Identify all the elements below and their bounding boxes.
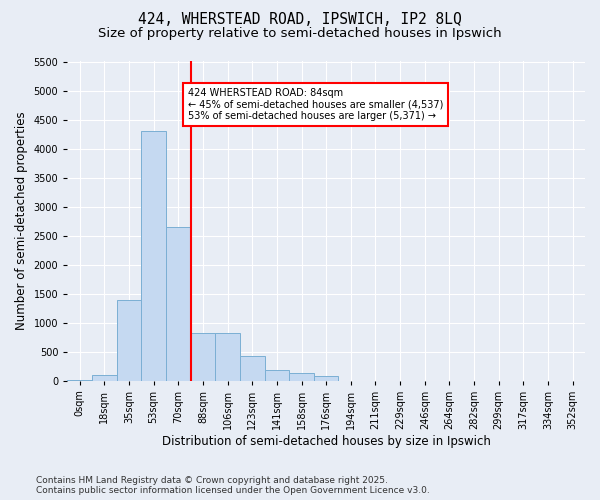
Text: 424, WHERSTEAD ROAD, IPSWICH, IP2 8LQ: 424, WHERSTEAD ROAD, IPSWICH, IP2 8LQ <box>138 12 462 28</box>
Bar <box>314 376 338 380</box>
Y-axis label: Number of semi-detached properties: Number of semi-detached properties <box>15 112 28 330</box>
Bar <box>191 333 215 380</box>
Bar <box>265 370 289 380</box>
Text: Contains HM Land Registry data © Crown copyright and database right 2025.
Contai: Contains HM Land Registry data © Crown c… <box>36 476 430 495</box>
Bar <box>289 374 314 380</box>
Text: Size of property relative to semi-detached houses in Ipswich: Size of property relative to semi-detach… <box>98 28 502 40</box>
Bar <box>240 356 265 380</box>
Bar <box>166 227 191 380</box>
X-axis label: Distribution of semi-detached houses by size in Ipswich: Distribution of semi-detached houses by … <box>162 434 491 448</box>
Bar <box>116 300 141 380</box>
Bar <box>141 131 166 380</box>
Bar <box>215 333 240 380</box>
Text: 424 WHERSTEAD ROAD: 84sqm
← 45% of semi-detached houses are smaller (4,537)
53% : 424 WHERSTEAD ROAD: 84sqm ← 45% of semi-… <box>188 88 443 121</box>
Bar <box>92 374 116 380</box>
